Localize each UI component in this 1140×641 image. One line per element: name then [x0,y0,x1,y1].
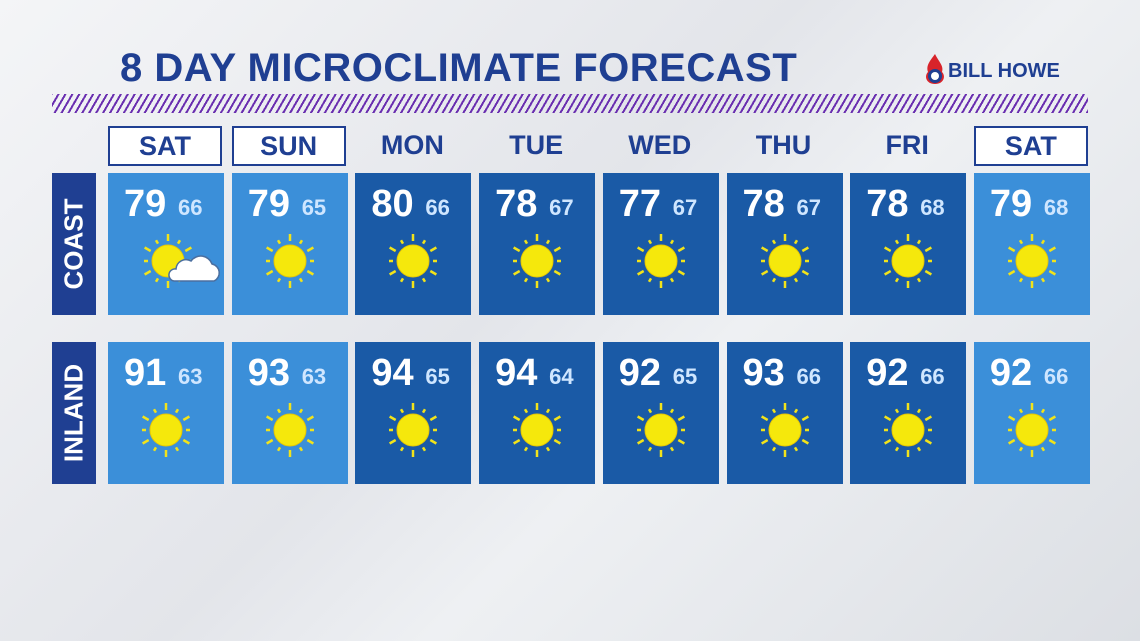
sponsor: BILL HOWE [948,60,1060,82]
low-temp: 67 [672,195,698,220]
high-temp: 92 [989,352,1033,394]
forecast-cell: 79 65 [231,173,348,315]
forecast-cell: 78 67 [479,173,596,315]
weather-icon [884,403,933,457]
forecast-cell: 94 65 [355,342,472,484]
high-temp: 78 [866,183,909,225]
row-label: COAST [52,173,96,315]
high-temp: 94 [371,352,414,394]
weather-icon [636,234,685,288]
high-temp: 78 [495,183,538,225]
weather-icon [760,403,809,457]
weather-icon [513,403,562,457]
weather-icon [143,234,220,288]
weather-icon [513,234,562,288]
day-label: THU [755,130,812,160]
weather-icon [389,403,438,457]
low-temp: 66 [1043,364,1069,389]
low-temp: 66 [920,364,945,389]
high-temp: 77 [618,183,662,225]
high-temp: 92 [618,352,662,394]
forecast-cell: 93 63 [231,342,348,484]
high-temp: 93 [247,352,290,394]
high-temp: 79 [989,183,1033,225]
row-label: INLAND [52,342,96,484]
forecast-cell: 79 66 [108,173,224,315]
high-temp: 94 [495,352,538,394]
weather-icon [636,403,685,457]
low-temp: 64 [549,364,574,389]
sponsor-logo: BILL HOWE [922,52,1082,88]
day-label: WED [628,130,692,160]
high-temp: 80 [371,183,414,225]
low-temp: 68 [1043,195,1069,220]
high-temp: 91 [124,352,167,394]
weather-icon [760,234,809,288]
low-temp: 65 [672,364,698,389]
low-temp: 66 [178,195,203,220]
day-label: MON [380,130,444,160]
weather-icon [1007,403,1056,457]
weather-icon [141,403,191,457]
low-temp: 65 [301,195,327,220]
weather-icon [265,234,314,288]
forecast-cell: 92 66 [973,342,1090,484]
stripe [52,94,1088,113]
day-label: TUE [509,130,564,160]
low-temp: 63 [301,364,327,389]
title: 8 DAY MICROCLIMATE FORECAST [120,46,798,90]
forecast-cell: 91 63 [108,342,224,484]
low-temp: 66 [796,364,821,389]
day-label: SUN [231,126,346,166]
high-temp: 93 [742,352,785,394]
high-temp: 92 [866,352,909,394]
weather-icon [1007,234,1056,288]
day-label: SAT [973,126,1088,166]
row-label-text: COAST [58,198,89,290]
low-temp: 65 [425,364,450,389]
weather-icon [884,234,933,288]
high-temp: 78 [742,183,785,225]
forecast-cell: 93 66 [726,342,843,484]
forecast-cell: 78 68 [850,173,967,315]
day-label: FRI [885,130,929,160]
forecast-cell: 80 66 [355,173,472,315]
low-temp: 63 [178,364,203,389]
high-temp: 79 [247,183,290,225]
low-temp: 68 [920,195,945,220]
low-temp: 67 [796,195,821,220]
weather-icon [265,403,314,457]
forecast-cell: 94 64 [479,342,596,484]
low-temp: 67 [549,195,574,220]
row-label-text: INLAND [58,363,89,463]
day-label: SAT [108,126,222,166]
high-temp: 79 [124,183,167,225]
low-temp: 66 [425,195,450,220]
forecast-cell: 78 67 [726,173,843,315]
forecast-cell: 79 68 [973,173,1090,315]
logo-icon [926,54,944,84]
weather-icon [389,234,438,288]
forecast-cell: 92 66 [850,342,967,484]
forecast-cell: 77 67 [602,173,719,315]
forecast-cell: 92 65 [602,342,719,484]
